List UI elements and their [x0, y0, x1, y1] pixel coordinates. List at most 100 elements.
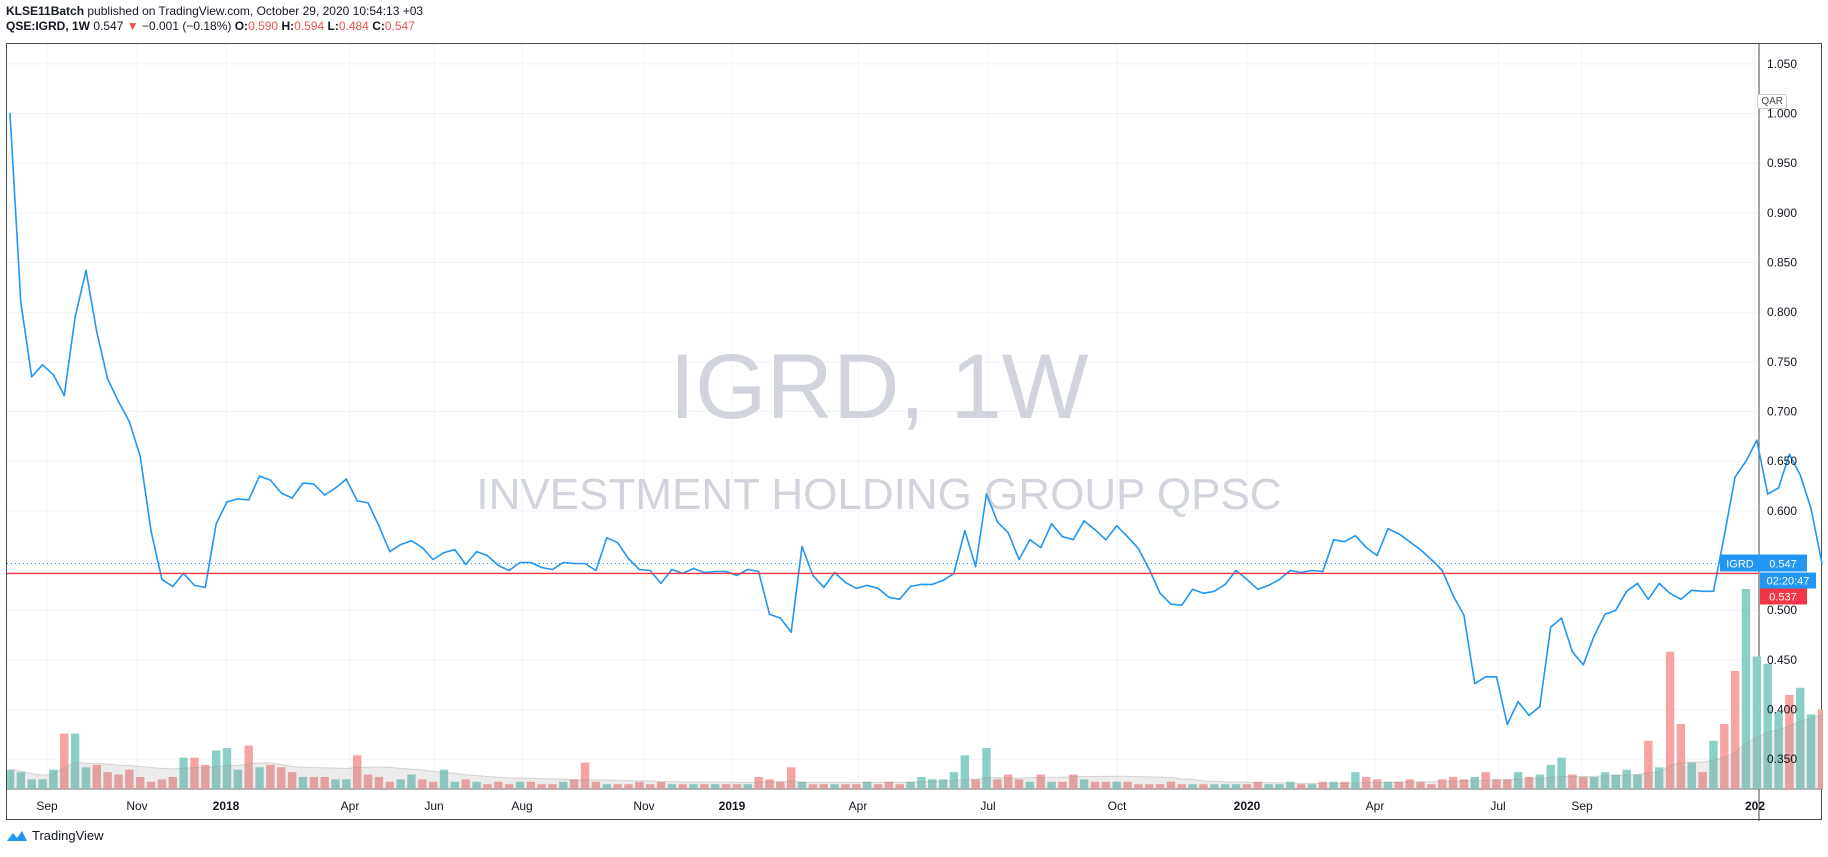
- volume-bar: [309, 776, 318, 789]
- x-tick-label: Apr: [849, 799, 868, 813]
- price-point: [258, 475, 261, 477]
- volume-bar: [1188, 784, 1197, 789]
- volume-bar: [1698, 772, 1707, 789]
- price-point: [52, 374, 55, 376]
- price-point: [1322, 570, 1324, 573]
- volume-bar: [1535, 774, 1545, 789]
- chart-frame[interactable]: IGRD, 1W INVESTMENT HOLDING GROUP QPSC 0…: [6, 43, 1823, 821]
- y-tick-label: 0.750: [1767, 355, 1797, 369]
- volume-bar: [1079, 779, 1089, 789]
- currency-badge[interactable]: QAR: [1757, 94, 1787, 109]
- price-point: [74, 316, 76, 319]
- grid-lines: [7, 44, 1823, 821]
- footer-brand[interactable]: TradingView: [32, 828, 104, 843]
- price-point: [1712, 590, 1715, 593]
- volume-bar: [678, 784, 687, 789]
- price-point: [1007, 531, 1009, 534]
- volume-bar: [211, 750, 221, 789]
- volume-bar: [667, 784, 677, 789]
- red-line-tag: [1760, 588, 1807, 605]
- x-tick-label: Oct: [1108, 799, 1127, 813]
- price-point: [1126, 535, 1129, 538]
- price-point: [909, 585, 912, 588]
- volume-bar: [125, 769, 134, 789]
- volume-bar: [1774, 711, 1783, 789]
- volume-bar: [1069, 774, 1078, 789]
- price-point: [1257, 588, 1259, 591]
- price-chart[interactable]: IGRD, 1W INVESTMENT HOLDING GROUP QPSC 0…: [7, 44, 1823, 821]
- volume-bar: [374, 776, 384, 789]
- volume-bar: [81, 767, 91, 789]
- price-point: [454, 548, 456, 551]
- volume-bar: [1145, 784, 1154, 789]
- volume-bar: [49, 769, 58, 789]
- last-price: 0.547: [93, 19, 124, 33]
- volume-bar: [1730, 670, 1740, 789]
- price-point: [1593, 635, 1595, 637]
- price-point: [1343, 540, 1346, 543]
- price-point: [1181, 604, 1183, 606]
- red-line-tag-label: 0.537: [1769, 592, 1797, 604]
- price-point: [410, 539, 413, 542]
- price-point: [1463, 614, 1465, 616]
- price-point: [790, 631, 792, 633]
- volume-bar: [808, 784, 818, 789]
- price-point: [1723, 534, 1726, 537]
- price-point: [671, 568, 673, 571]
- price-point: [1441, 569, 1443, 572]
- high-label: H:: [281, 19, 295, 33]
- price-point: [595, 569, 597, 572]
- volume-bar: [1264, 784, 1273, 789]
- price-point: [985, 493, 988, 495]
- price-point: [161, 578, 163, 581]
- price-point: [1235, 569, 1237, 572]
- volume-bar: [1199, 784, 1208, 789]
- close-label: C:: [372, 19, 385, 33]
- volume-bar: [1090, 781, 1100, 789]
- price-point: [1788, 453, 1791, 456]
- author-name[interactable]: KLSE11Batch: [6, 4, 85, 18]
- x-tick-label: 2019: [719, 799, 746, 813]
- volume-bar: [428, 781, 438, 789]
- price-point: [649, 569, 651, 572]
- price-point: [1636, 582, 1639, 585]
- price-point: [1756, 439, 1758, 442]
- volume-bar: [1362, 776, 1371, 789]
- volume-bar: [363, 774, 373, 789]
- volume-bar: [16, 772, 26, 789]
- price-point: [519, 561, 521, 564]
- price-point: [1549, 626, 1552, 628]
- price-point: [172, 585, 174, 588]
- volume-bar: [1047, 781, 1056, 789]
- volume-bar: [136, 776, 145, 789]
- x-tick-label: 2020: [1234, 799, 1261, 813]
- price-point: [1072, 538, 1075, 541]
- price-point: [844, 581, 847, 584]
- volume-bar: [1589, 776, 1599, 789]
- price-point: [1799, 474, 1802, 476]
- volume-bar: [1470, 776, 1479, 789]
- volume-bar: [7, 769, 15, 789]
- y-tick-label: 0.400: [1767, 703, 1797, 717]
- price-point: [399, 543, 402, 546]
- countdown-label: 02:20:47: [1767, 576, 1810, 588]
- price-point: [193, 584, 196, 587]
- price-point: [345, 478, 348, 480]
- volume-bar: [1796, 687, 1805, 789]
- volume-bar: [439, 769, 449, 789]
- volume-bar: [353, 755, 362, 789]
- volume-bar: [852, 784, 861, 789]
- volume-bar: [287, 772, 297, 789]
- price-point: [1115, 525, 1118, 527]
- price-point: [215, 523, 217, 525]
- price-point: [291, 497, 293, 499]
- watermark-title: IGRD, 1W: [669, 336, 1088, 438]
- volume-bar: [1644, 740, 1653, 789]
- price-point: [1560, 617, 1563, 619]
- price-point: [1137, 547, 1140, 550]
- volume-bar: [494, 781, 503, 789]
- low-value: 0.484: [338, 19, 369, 33]
- price-point: [714, 570, 717, 573]
- price-point: [866, 584, 868, 587]
- volume-bar: [559, 781, 568, 789]
